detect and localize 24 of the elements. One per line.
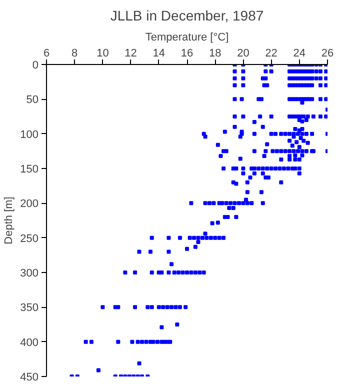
x-tick-label: 24 — [293, 48, 306, 60]
x-tick-label: 14 — [152, 48, 166, 60]
y-axis-title: Depth [m] — [3, 196, 16, 244]
x-tick-label: 20 — [237, 48, 250, 60]
y-tick-label: 450 — [20, 372, 39, 384]
y-tick-label: 0 — [32, 60, 39, 72]
x-tick-label: 22 — [265, 48, 278, 60]
y-tick-label: 300 — [20, 268, 39, 280]
chart-title: JLLB in December, 1987 — [110, 8, 264, 24]
y-tick-label: 400 — [20, 336, 39, 349]
x-tick-label: 10 — [96, 48, 109, 60]
y-tick-label: 150 — [20, 164, 39, 176]
x-tick-label: 12 — [124, 48, 137, 60]
x-tick-label: 8 — [72, 48, 78, 60]
y-tick-label: 250 — [20, 232, 39, 245]
y-tick-label: 100 — [20, 128, 39, 141]
y-tick-label: 350 — [20, 302, 39, 314]
x-axis-title: Temperature [°C] — [145, 32, 229, 44]
x-tick-label: 6 — [43, 48, 50, 60]
x-tick-label: 18 — [208, 48, 222, 60]
y-tick-label: 200 — [20, 198, 39, 210]
x-tick-label: 16 — [180, 48, 194, 60]
y-tick-label: 50 — [26, 94, 39, 106]
x-tick-label: 26 — [321, 48, 334, 60]
